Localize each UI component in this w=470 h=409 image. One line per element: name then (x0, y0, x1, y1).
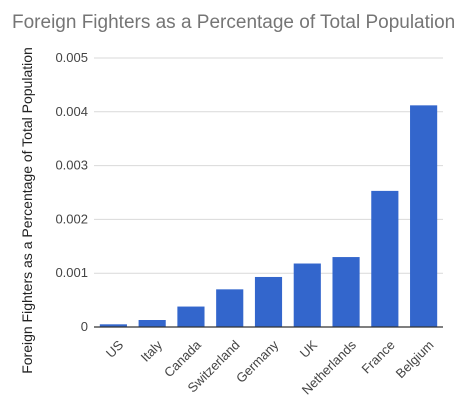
bar-italy (138, 320, 166, 327)
bar-germany (254, 276, 283, 327)
x-tick-label: Italy (138, 337, 166, 365)
y-tick-label: 0.005 (55, 50, 88, 65)
bar-france (371, 190, 399, 327)
bar-netherlands (332, 257, 360, 327)
x-tick-label: Belgium (393, 337, 437, 381)
x-tick-label: US (103, 337, 127, 361)
bars (99, 105, 438, 328)
y-tick-label: 0.002 (55, 211, 88, 226)
bar-uk (293, 263, 321, 327)
bar-canada (177, 306, 205, 327)
y-axis-label: Foreign Fighters as a Percentage of Tota… (19, 47, 35, 374)
bar-us (99, 324, 127, 327)
bar-switzerland (216, 289, 244, 327)
bar-belgium (410, 105, 438, 328)
y-tick-label: 0 (81, 319, 88, 334)
chart-title: Foreign Fighters as a Percentage of Tota… (12, 12, 456, 33)
y-tick-label: 0.004 (55, 104, 88, 119)
y-axis-ticks: 0 0.001 0.002 0.003 0.004 0.005 (55, 50, 88, 334)
x-tick-label: Germany (233, 337, 282, 386)
y-tick-label: 0.001 (55, 265, 88, 280)
x-tick-label: UK (297, 337, 321, 361)
y-tick-label: 0.003 (55, 158, 88, 173)
